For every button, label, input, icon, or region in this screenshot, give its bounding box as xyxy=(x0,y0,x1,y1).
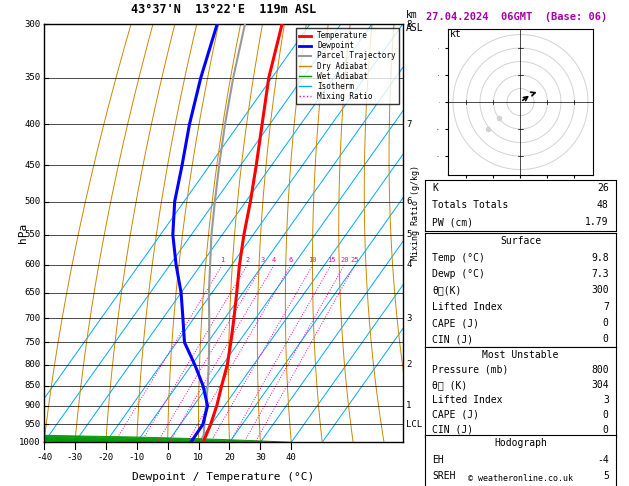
Text: 300: 300 xyxy=(25,20,40,29)
Text: -40: -40 xyxy=(36,453,52,462)
Text: 2: 2 xyxy=(245,257,250,263)
Text: 850: 850 xyxy=(25,382,40,390)
Text: 0: 0 xyxy=(603,425,609,435)
Text: 900: 900 xyxy=(25,401,40,410)
Text: Temp (°C): Temp (°C) xyxy=(432,253,485,263)
Text: 2: 2 xyxy=(406,360,411,369)
Text: 10: 10 xyxy=(193,453,204,462)
Text: 6: 6 xyxy=(406,197,411,206)
Text: 26: 26 xyxy=(597,183,609,193)
Text: 1: 1 xyxy=(220,257,225,263)
Text: -30: -30 xyxy=(67,453,83,462)
Text: Dewpoint / Temperature (°C): Dewpoint / Temperature (°C) xyxy=(132,471,314,482)
Text: 0: 0 xyxy=(603,410,609,420)
Text: Totals Totals: Totals Totals xyxy=(432,200,509,210)
Text: Lifted Index: Lifted Index xyxy=(432,302,503,312)
Text: θᴄ(K): θᴄ(K) xyxy=(432,285,462,295)
Text: 750: 750 xyxy=(25,338,40,347)
Text: CAPE (J): CAPE (J) xyxy=(432,318,479,328)
Text: hPa: hPa xyxy=(18,223,28,243)
Text: 43°37'N  13°22'E  119m ASL: 43°37'N 13°22'E 119m ASL xyxy=(131,3,316,16)
Text: 25: 25 xyxy=(351,257,359,263)
Text: Surface: Surface xyxy=(500,236,541,246)
Text: 0: 0 xyxy=(165,453,170,462)
Text: CAPE (J): CAPE (J) xyxy=(432,410,479,420)
Text: 500: 500 xyxy=(25,197,40,206)
Text: 40: 40 xyxy=(286,453,297,462)
Text: 1000: 1000 xyxy=(19,438,40,447)
Text: 10: 10 xyxy=(309,257,317,263)
Text: EH: EH xyxy=(432,455,444,465)
Text: 400: 400 xyxy=(25,120,40,129)
Text: Hodograph: Hodograph xyxy=(494,438,547,448)
Text: CIN (J): CIN (J) xyxy=(432,425,474,435)
Text: Pressure (mb): Pressure (mb) xyxy=(432,365,509,375)
Legend: Temperature, Dewpoint, Parcel Trajectory, Dry Adiabat, Wet Adiabat, Isotherm, Mi: Temperature, Dewpoint, Parcel Trajectory… xyxy=(296,28,399,104)
Text: 3: 3 xyxy=(260,257,265,263)
Text: 15: 15 xyxy=(327,257,335,263)
Text: Mixing Ratio (g/kg): Mixing Ratio (g/kg) xyxy=(411,165,420,260)
Text: PW (cm): PW (cm) xyxy=(432,217,474,227)
Text: 600: 600 xyxy=(25,260,40,269)
Text: 350: 350 xyxy=(25,73,40,82)
Text: 800: 800 xyxy=(591,365,609,375)
Text: 550: 550 xyxy=(25,230,40,239)
Text: 0: 0 xyxy=(603,334,609,345)
Text: 5: 5 xyxy=(406,230,411,239)
Text: © weatheronline.co.uk: © weatheronline.co.uk xyxy=(468,474,573,483)
Text: LCL: LCL xyxy=(406,420,422,429)
Text: 7: 7 xyxy=(603,302,609,312)
Text: 1: 1 xyxy=(406,401,411,410)
Text: 7.3: 7.3 xyxy=(591,269,609,279)
Text: 304: 304 xyxy=(591,380,609,390)
Text: 27.04.2024  06GMT  (Base: 06): 27.04.2024 06GMT (Base: 06) xyxy=(426,12,607,22)
Text: 700: 700 xyxy=(25,314,40,323)
Text: Dewp (°C): Dewp (°C) xyxy=(432,269,485,279)
Text: 30: 30 xyxy=(255,453,266,462)
Text: Most Unstable: Most Unstable xyxy=(482,350,559,360)
Text: 20: 20 xyxy=(340,257,348,263)
Text: 650: 650 xyxy=(25,288,40,297)
Text: 8: 8 xyxy=(406,20,411,29)
Text: -10: -10 xyxy=(129,453,145,462)
Text: 300: 300 xyxy=(591,285,609,295)
Text: 3: 3 xyxy=(406,314,411,323)
Text: 4: 4 xyxy=(406,260,411,269)
Text: CIN (J): CIN (J) xyxy=(432,334,474,345)
Text: 4: 4 xyxy=(272,257,276,263)
Text: km: km xyxy=(406,10,418,20)
Text: Lifted Index: Lifted Index xyxy=(432,395,503,405)
Text: 5: 5 xyxy=(603,471,609,481)
Text: 800: 800 xyxy=(25,360,40,369)
Text: 48: 48 xyxy=(597,200,609,210)
Text: kt: kt xyxy=(450,29,462,39)
Text: 9.8: 9.8 xyxy=(591,253,609,263)
Text: θᴄ (K): θᴄ (K) xyxy=(432,380,467,390)
Text: -4: -4 xyxy=(597,455,609,465)
Text: 950: 950 xyxy=(25,420,40,429)
Text: ASL: ASL xyxy=(406,23,424,33)
Text: 0: 0 xyxy=(603,318,609,328)
Text: 1.79: 1.79 xyxy=(585,217,609,227)
Text: SREH: SREH xyxy=(432,471,456,481)
Text: 6: 6 xyxy=(289,257,293,263)
Text: K: K xyxy=(432,183,438,193)
Text: 20: 20 xyxy=(224,453,235,462)
Text: 7: 7 xyxy=(406,120,411,129)
Text: 450: 450 xyxy=(25,160,40,170)
Text: -20: -20 xyxy=(97,453,114,462)
Text: 3: 3 xyxy=(603,395,609,405)
